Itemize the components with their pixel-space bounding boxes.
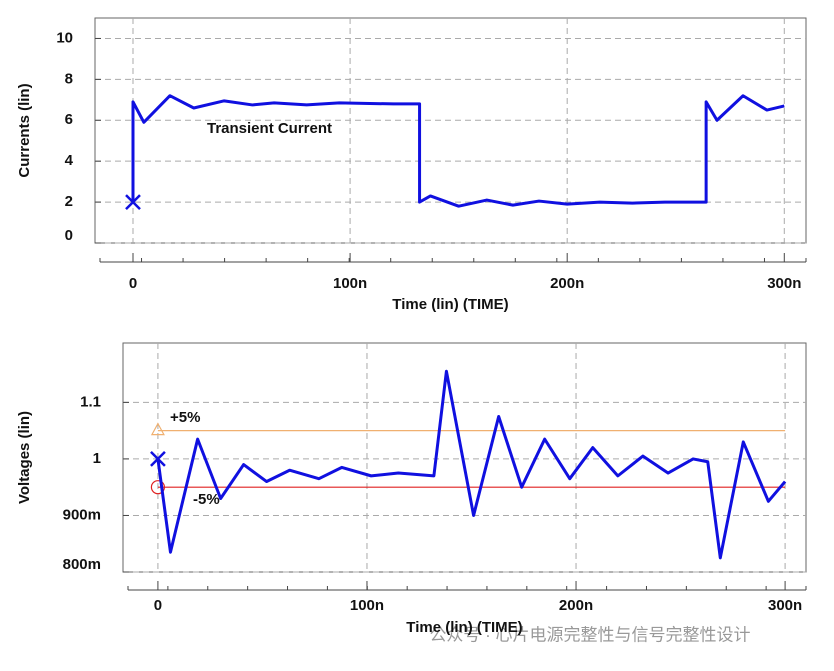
y-tick-label: 1 — [93, 450, 101, 467]
plot-frame — [94, 17, 807, 244]
y-tick-label: 8 — [65, 70, 73, 87]
y-tick-label: 1.1 — [80, 393, 101, 410]
x-tick-label: 300n — [767, 275, 801, 292]
start-marker — [150, 422, 165, 436]
line-series — [131, 94, 785, 208]
y-tick-label: 2 — [65, 193, 73, 210]
x-tick-label: 0 — [129, 275, 137, 292]
x-tick-label: 200n — [550, 275, 584, 292]
y-tick-label: 0 — [65, 227, 73, 244]
x-axis-title: Time (lin) (TIME) — [392, 296, 508, 313]
start-marker — [150, 451, 166, 467]
x-tick-label: 200n — [559, 597, 593, 614]
y-axis-title: Currents (lin) — [16, 83, 33, 177]
y-tick-label: 4 — [65, 152, 74, 169]
x-tick-label: 0 — [154, 597, 162, 614]
x-tick-label: 100n — [350, 597, 384, 614]
y-tick-label: 800m — [63, 556, 101, 573]
annotation: Transient Current — [207, 120, 332, 137]
annotation: +5% — [170, 409, 200, 426]
start-marker — [125, 194, 141, 210]
plot-frame — [122, 342, 807, 573]
watermark: 公众号 · 心片电源完整性与信号完整性设计 — [429, 625, 750, 644]
start-marker — [150, 480, 166, 495]
line-series — [156, 369, 787, 560]
y-tick-label: 6 — [65, 111, 73, 128]
y-tick-label: 10 — [56, 29, 73, 46]
y-tick-label: 900m — [63, 506, 101, 523]
x-tick-label: 300n — [768, 597, 802, 614]
x-tick-label: 100n — [333, 275, 367, 292]
x-axis-title: Time (lin) (TIME) — [406, 619, 522, 636]
annotation: -5% — [193, 491, 220, 508]
y-axis-title: Voltages (lin) — [16, 411, 33, 504]
